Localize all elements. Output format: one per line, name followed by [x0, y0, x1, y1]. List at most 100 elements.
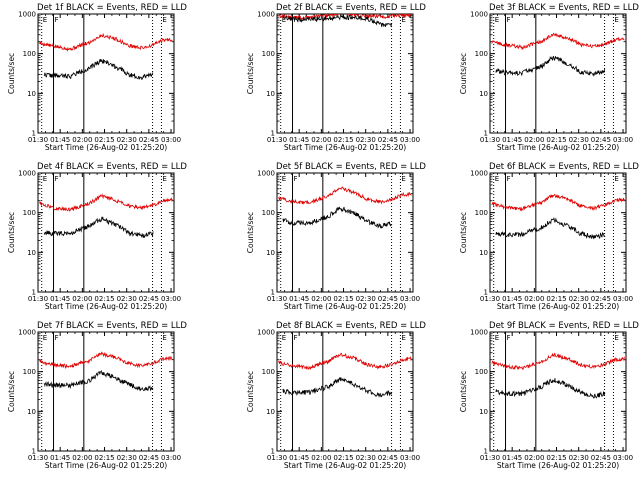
x-tick-label: 02:45	[378, 454, 398, 462]
x-tick-label: 01:45	[502, 295, 522, 303]
panel-det-2f: Det 2f BLACK = Events, RED = LLD 1 10 100 10…	[246, 3, 426, 152]
marker-label: F	[55, 334, 59, 342]
y-tick-label: 100	[23, 50, 36, 58]
marker-label: E	[495, 175, 499, 183]
x-tick-label: 02:45	[591, 136, 611, 144]
y-axis-label: Counts/sec	[246, 371, 255, 412]
x-tick-label: 02:15	[94, 136, 114, 144]
x-tick-label: 02:00	[72, 454, 92, 462]
y-tick-label: 10	[479, 90, 488, 98]
y-tick-label: 100	[475, 368, 488, 376]
x-tick-label: 01:30	[28, 136, 48, 144]
y-tick-label: 1	[271, 130, 275, 138]
y-axis-label: Counts/sec	[459, 371, 468, 412]
y-tick-label: 1000	[18, 329, 36, 337]
panel-det-9f: Det 9f BLACK = Events, RED = LLD 1 10 100 10…	[459, 321, 639, 470]
x-tick-label: 01:30	[480, 136, 500, 144]
x-axis-label: Start Time (26-Aug-02 01:25:20)	[497, 461, 619, 470]
plot-frame	[489, 331, 627, 452]
y-axis-label: Counts/sec	[459, 53, 468, 94]
panel-title: Det 1f BLACK = Events, RED = LLD	[37, 3, 187, 13]
series-events-line	[43, 369, 154, 392]
marker-label: E	[43, 16, 47, 24]
x-tick-label: 02:30	[117, 295, 137, 303]
y-tick-label: 1000	[470, 329, 488, 337]
plot-frame	[37, 172, 175, 293]
marker-label: E	[162, 334, 166, 342]
series-lld-line	[278, 352, 412, 371]
marker-label: F	[294, 16, 298, 24]
x-tick-label: 02:00	[72, 295, 92, 303]
panel-title: Det 4f BLACK = Events, RED = LLD	[37, 162, 187, 172]
x-tick-label: 02:30	[356, 295, 376, 303]
y-tick-label: 1000	[257, 11, 275, 19]
x-axis-label: Start Time (26-Aug-02 01:25:20)	[45, 302, 167, 311]
x-axis-label: Start Time (26-Aug-02 01:25:20)	[497, 143, 619, 152]
x-tick-label: 01:45	[289, 454, 309, 462]
y-axis-label: Counts/sec	[7, 53, 16, 94]
y-tick-label: 10	[266, 90, 275, 98]
y-tick-label: 100	[262, 209, 275, 217]
x-tick-label: 02:15	[94, 295, 114, 303]
marker-label: E	[282, 334, 286, 342]
y-tick-label: 1	[484, 448, 488, 456]
y-tick-label: 1	[32, 289, 36, 297]
x-tick-label: 02:15	[333, 454, 353, 462]
x-tick-label: 02:45	[378, 295, 398, 303]
x-tick-label: 01:30	[480, 295, 500, 303]
plot-frame	[37, 13, 175, 134]
y-tick-label: 100	[475, 209, 488, 217]
series-lld-line	[39, 32, 173, 52]
series-events-line	[495, 55, 606, 77]
plot-frame	[276, 331, 414, 452]
y-tick-label: 10	[479, 249, 488, 257]
y-tick-label: 10	[266, 249, 275, 257]
y-tick-label: 100	[475, 50, 488, 58]
marker-label: E	[43, 334, 47, 342]
x-tick-label: 02:45	[139, 295, 159, 303]
plot-frame	[276, 13, 414, 134]
x-tick-label: 01:45	[50, 295, 70, 303]
x-tick-label: 03:00	[400, 454, 420, 462]
x-tick-label: 01:30	[267, 295, 287, 303]
x-axis-label: Start Time (26-Aug-02 01:25:20)	[45, 461, 167, 470]
y-tick-label: 100	[262, 50, 275, 58]
series-lld-line	[278, 186, 412, 205]
x-tick-label: 01:30	[267, 454, 287, 462]
panel-det-4f: Det 4f BLACK = Events, RED = LLD 1 10 100 10…	[7, 162, 187, 311]
y-tick-label: 1000	[257, 170, 275, 178]
y-axis-label: Counts/sec	[7, 212, 16, 253]
x-tick-label: 03:00	[161, 454, 181, 462]
marker-label: F	[507, 175, 511, 183]
y-tick-label: 1000	[470, 11, 488, 19]
x-axis-label: Start Time (26-Aug-02 01:25:20)	[284, 302, 406, 311]
y-tick-label: 10	[27, 249, 36, 257]
series-lld-line	[39, 193, 173, 212]
x-tick-label: 02:15	[546, 295, 566, 303]
marker-label: E	[401, 16, 405, 24]
y-tick-label: 1	[484, 130, 488, 138]
marker-label: E	[401, 334, 405, 342]
marker-label: E	[614, 16, 618, 24]
series-lld-line	[491, 352, 625, 371]
x-tick-label: 02:00	[311, 295, 331, 303]
y-axis-label: Counts/sec	[246, 212, 255, 253]
panel-title: Det 9f BLACK = Events, RED = LLD	[489, 321, 639, 331]
y-tick-label: 1	[271, 289, 275, 297]
x-tick-label: 03:00	[400, 295, 420, 303]
x-tick-label: 01:30	[480, 454, 500, 462]
marker-label: E	[282, 16, 286, 24]
x-tick-label: 02:45	[139, 454, 159, 462]
y-tick-label: 10	[479, 408, 488, 416]
series-lld-line	[39, 351, 173, 370]
series-lld-line	[278, 14, 412, 21]
x-tick-label: 03:00	[613, 295, 633, 303]
x-tick-label: 01:45	[50, 136, 70, 144]
y-tick-label: 1	[484, 289, 488, 297]
marker-label: F	[507, 334, 511, 342]
panel-det-7f: Det 7f BLACK = Events, RED = LLD 1 10 100 10…	[7, 321, 187, 470]
marker-label: F	[55, 16, 59, 24]
y-tick-label: 1	[32, 448, 36, 456]
y-axis-label: Counts/sec	[7, 371, 16, 412]
